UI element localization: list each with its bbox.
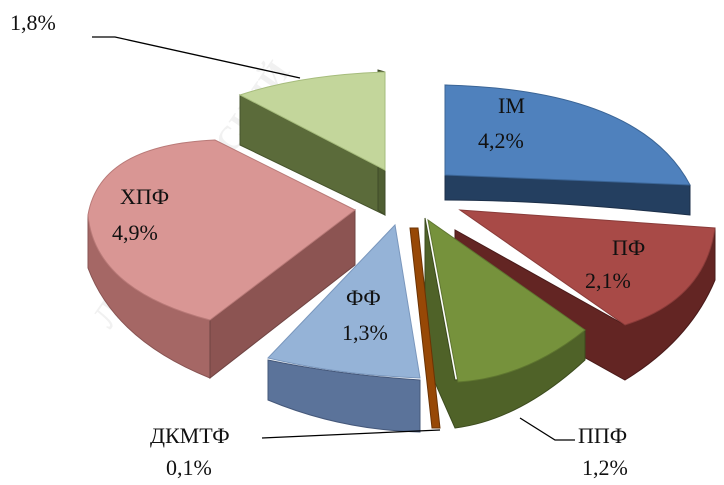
slice-ff-top	[267, 223, 421, 379]
slice-pf-label: 2,1%	[585, 268, 631, 293]
slice-im-label: 4,2%	[478, 128, 524, 153]
slice-im-name: IM	[498, 93, 525, 118]
slice-pf-name: ПФ	[612, 235, 645, 260]
slice-ff-label: 1,3%	[342, 320, 388, 345]
leader-line-dkmtf	[261, 429, 441, 439]
label-ppf-name: ППФ	[578, 423, 627, 448]
slice-light-green-top	[238, 71, 386, 171]
slice-pf-top	[458, 209, 716, 326]
slice-ppf-top	[427, 218, 586, 383]
slice-hpf-top	[87, 139, 356, 321]
slice-hpf: ХПФ 4,9%	[87, 139, 356, 380]
slice-thin-shape	[409, 227, 441, 429]
label-unnamed-value: 1,8%	[10, 10, 56, 35]
slice-hpf-label: 4,9%	[112, 220, 158, 245]
slice-light-green	[238, 69, 386, 216]
slice-hpf-name: ХПФ	[120, 184, 169, 209]
slice-im: IM 4,2%	[444, 84, 691, 216]
label-dkmtf-value: 0,1%	[166, 455, 212, 480]
slice-ff-name: ФФ	[346, 285, 381, 310]
label-dkmtf-name: ДКМТФ	[150, 423, 230, 448]
slice-ff: ФФ 1,3%	[267, 223, 421, 433]
leader-line-ppf	[519, 417, 575, 441]
slice-im-top	[444, 84, 691, 186]
slice-ff-side	[267, 359, 421, 433]
slice-ppf	[424, 217, 586, 429]
label-ppf-value: 1,2%	[582, 455, 628, 480]
slice-thin	[409, 227, 441, 429]
slice-pf: ПФ 2,1%	[454, 209, 716, 381]
leader-line-unnamed	[92, 36, 301, 79]
